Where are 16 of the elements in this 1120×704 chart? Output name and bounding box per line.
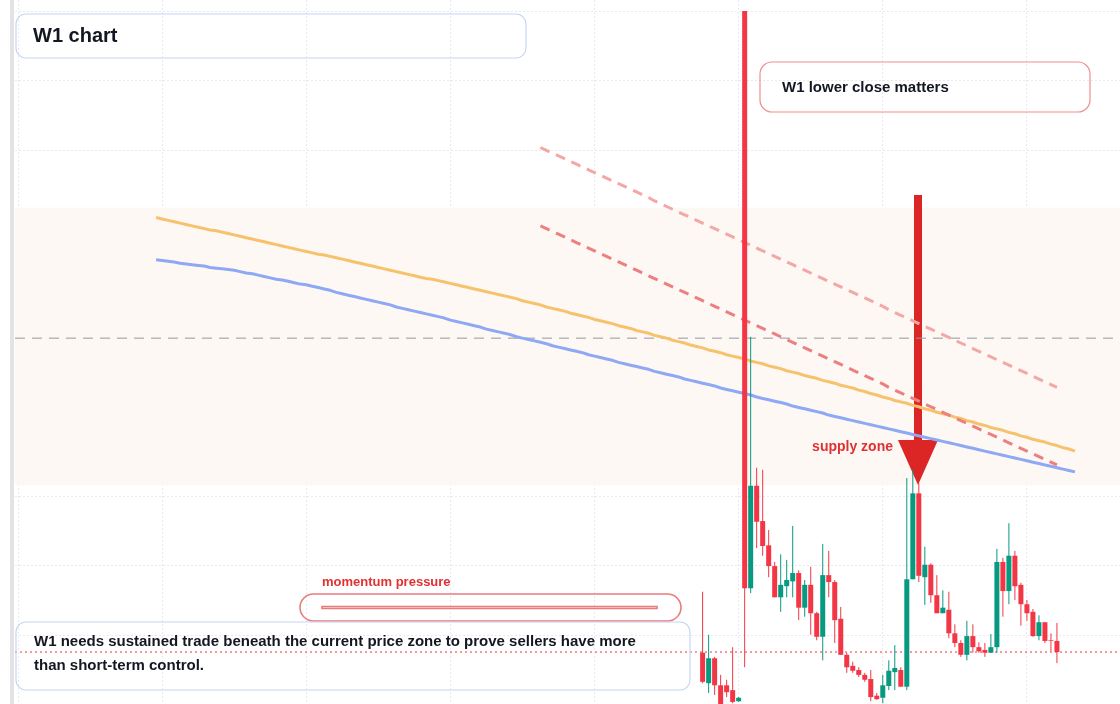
candlestick: [952, 623, 958, 648]
candlestick: [988, 633, 994, 654]
candlestick: [946, 591, 952, 639]
candlestick: [826, 550, 832, 598]
text: W1 chart: [33, 24, 118, 46]
candlestick: [814, 611, 820, 641]
annotation: momentum pressure: [322, 574, 451, 589]
annotation: W1 lower close matters: [782, 78, 949, 95]
candlestick: [802, 579, 808, 618]
candlestick: [1036, 614, 1042, 641]
candlestick: [922, 546, 928, 606]
candlestick: [934, 574, 940, 614]
candlestick: [964, 620, 970, 661]
candlestick: [898, 666, 904, 688]
annotation: W1 needs sustained trade beneath the current price zone to prove sellers have more than short-term control.: [34, 632, 636, 673]
band-label: supply zone: [812, 438, 894, 455]
